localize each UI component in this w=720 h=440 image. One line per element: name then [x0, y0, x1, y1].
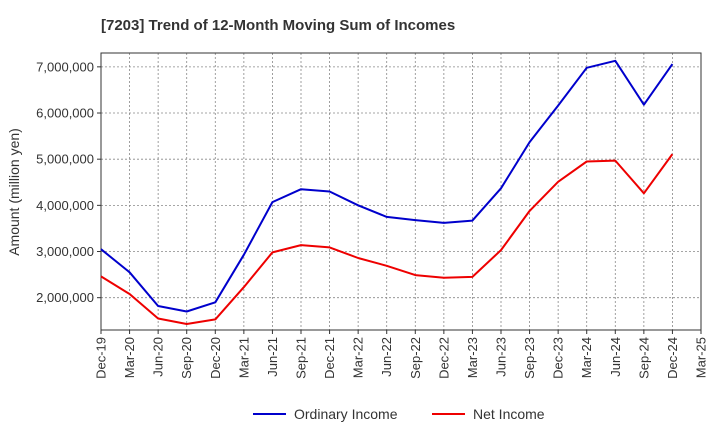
legend-label: Net Income	[473, 406, 545, 422]
x-tick-label: Dec-20	[208, 337, 223, 379]
x-tick-label: Dec-23	[551, 337, 566, 379]
y-axis-label: Amount (million yen)	[6, 128, 22, 256]
x-tick-label: Dec-22	[436, 337, 451, 379]
y-tick-labels: 2,000,000 3,000,000 4,000,000 5,000,000 6,00…	[36, 59, 101, 305]
x-tick-label: Sep-22	[408, 337, 423, 379]
x-tick-label: Mar-25	[694, 337, 709, 378]
x-tick-labels: Dec-19 Mar-20 Jun-20 Sep-20 Dec-20 Mar-21 Jun-…	[94, 330, 709, 379]
plot-area	[100, 52, 702, 331]
x-tick-label: Dec-19	[94, 337, 109, 379]
y-tick-label: 4,000,000	[36, 198, 94, 213]
x-tick-label: Mar-21	[236, 337, 251, 378]
grid-lines	[101, 53, 701, 330]
x-tick-label: Dec-21	[322, 337, 337, 379]
x-tick-label: Mar-23	[465, 337, 480, 378]
x-tick-label: Mar-24	[579, 337, 594, 378]
x-tick-label: Jun-22	[379, 337, 394, 377]
x-tick-label: Sep-20	[179, 337, 194, 379]
x-tick-label: Mar-20	[122, 337, 137, 378]
x-tick-label: Jun-20	[151, 337, 166, 377]
y-tick-label: 6,000,000	[36, 106, 94, 121]
series-lines	[100, 59, 674, 325]
x-tick-label: Sep-24	[636, 337, 651, 379]
x-tick-label: Sep-23	[522, 337, 537, 379]
x-tick-label: Sep-21	[294, 337, 309, 379]
chart-title: [7203] Trend of 12-Month Moving Sum of I…	[101, 17, 455, 34]
x-tick-label: Jun-24	[608, 337, 623, 377]
x-tick-label: Jun-21	[265, 337, 280, 377]
series-line-0	[100, 59, 674, 313]
x-tick-label: Dec-24	[665, 337, 680, 379]
legend-label: Ordinary Income	[294, 406, 398, 422]
y-tick-label: 5,000,000	[36, 152, 94, 167]
series-line-1	[100, 153, 674, 325]
x-tick-label: Jun-23	[494, 337, 509, 377]
y-tick-label: 7,000,000	[36, 59, 94, 74]
y-tick-label: 2,000,000	[36, 290, 94, 305]
y-tick-label: 3,000,000	[36, 244, 94, 259]
legend: Ordinary Income Net Income	[253, 406, 545, 422]
x-tick-label: Mar-22	[351, 337, 366, 378]
